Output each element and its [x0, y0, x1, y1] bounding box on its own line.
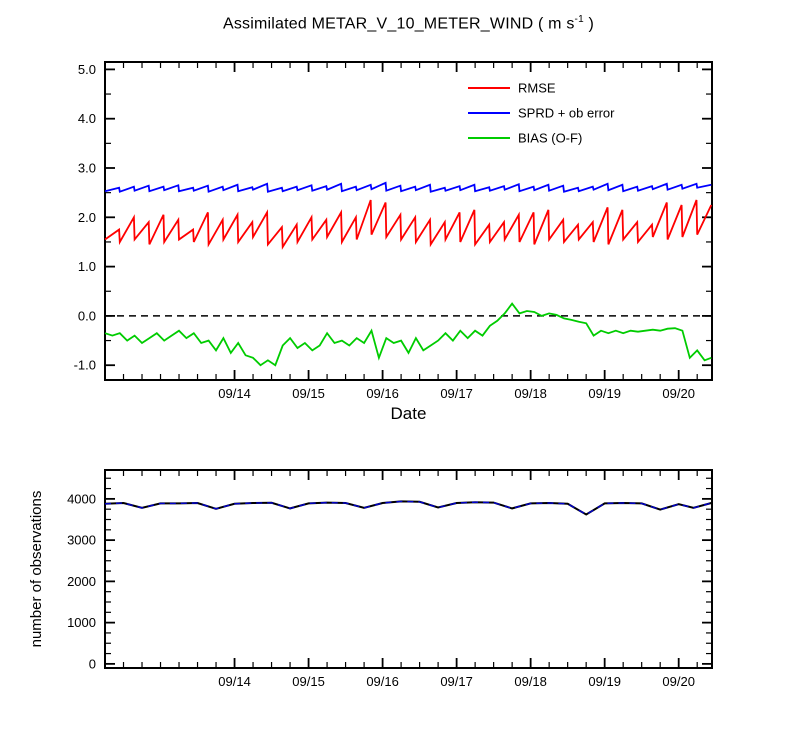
y-tick-label: 2000 [67, 574, 96, 589]
y-tick-label: 1.0 [78, 259, 96, 274]
series-number-of-observations-dashed- [104, 500, 712, 516]
plot-frame [104, 61, 713, 381]
x-tick-label: 09/19 [588, 674, 621, 689]
x-tick-label: 09/19 [588, 386, 621, 401]
y-tick-label: 2.0 [78, 210, 96, 225]
plot-frame [104, 469, 713, 669]
legend-label: RMSE [518, 81, 556, 96]
x-tick-label: 09/14 [218, 386, 251, 401]
y-tick-label: 4000 [67, 491, 96, 506]
chart-title: Assimilated METAR_V_10_METER_WIND ( m s-… [105, 14, 712, 33]
y-tick-label: 4.0 [78, 111, 96, 126]
x-tick-label: 09/20 [662, 674, 695, 689]
y-tick-label: -1.0 [74, 358, 96, 373]
chart-title-text: Assimilated METAR_V_10_METER_WIND ( m s [222, 15, 575, 33]
y-tick-label: 1000 [67, 615, 96, 630]
x-axis-title: Date [390, 404, 427, 423]
x-tick-label: 09/14 [218, 674, 251, 689]
x-tick-label: 09/15 [292, 674, 325, 689]
x-tick-label: 09/16 [366, 674, 399, 689]
x-tick-label: 09/20 [662, 386, 695, 401]
legend-label: SPRD + ob error [518, 106, 615, 121]
y-tick-label: 0 [89, 656, 96, 671]
x-tick-label: 09/15 [292, 386, 325, 401]
x-tick-label: 09/18 [514, 674, 547, 689]
series-bias-o-f- [104, 302, 712, 367]
legend-label: BIAS (O-F) [518, 131, 582, 146]
y-tick-label: 3.0 [78, 161, 96, 176]
x-tick-label: 09/17 [440, 674, 473, 689]
x-tick-label: 09/17 [440, 386, 473, 401]
x-tick-label: 09/18 [514, 386, 547, 401]
x-tick-label: 09/16 [366, 386, 399, 401]
y-tick-label: 5.0 [78, 62, 96, 77]
chart-title-end: ) [583, 15, 595, 33]
y-tick-label: 3000 [67, 533, 96, 548]
bottom-panel: 09/14 09/15 09/16 09/17 09/18 09/19 09/20 0 1000… [67, 469, 713, 689]
series-rmse [104, 199, 713, 250]
top-panel: 09/14 09/15 09/16 09/17 09/18 09/19 09/20 -1.0 0… [74, 61, 713, 401]
y-axis-title-bottom-panel: number of observations [28, 490, 45, 648]
series-sprd-ob-error [104, 181, 712, 193]
y-tick-label: 0.0 [78, 308, 96, 323]
chart-title-superscript: -1 [574, 14, 584, 25]
